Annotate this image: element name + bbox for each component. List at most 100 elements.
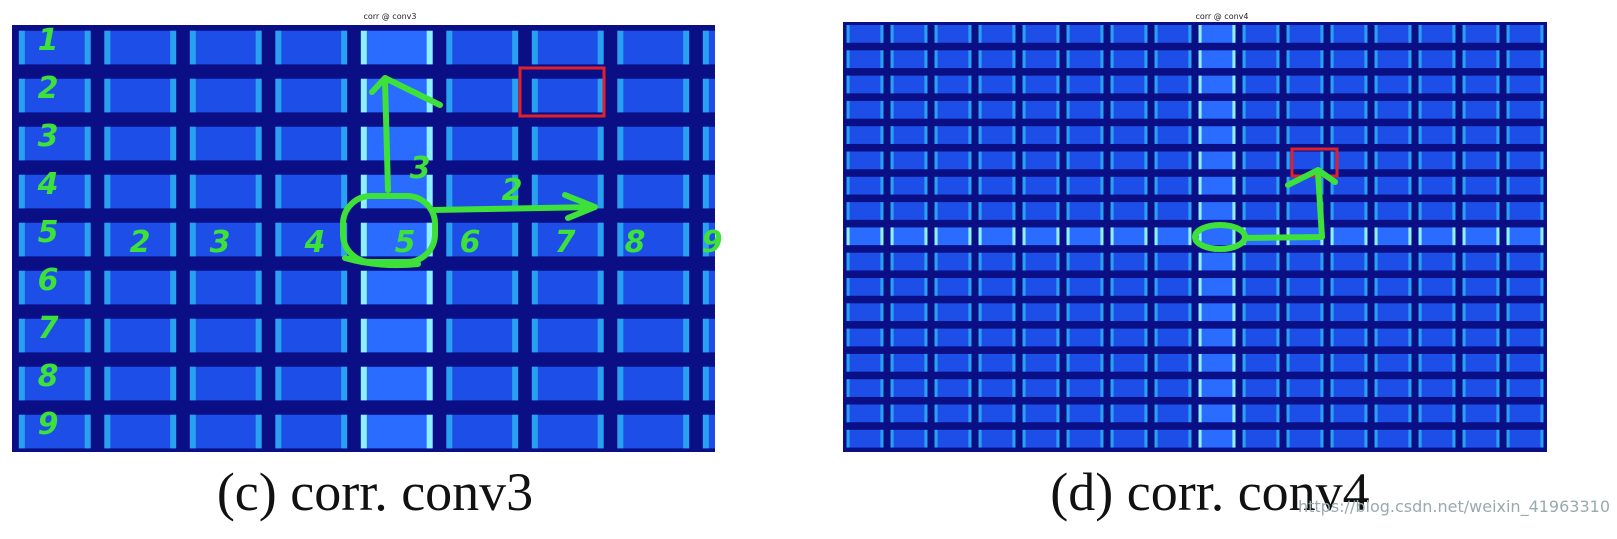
tile-edge — [512, 30, 519, 65]
tile-edge — [1364, 227, 1368, 246]
tile-edge — [1364, 328, 1368, 347]
tile-edge — [426, 174, 433, 209]
tile-edge — [1374, 328, 1378, 347]
tile-edge — [1374, 75, 1378, 94]
tile — [104, 30, 177, 65]
tile-edge — [880, 151, 884, 170]
tile — [1242, 126, 1280, 144]
tile — [1066, 252, 1104, 271]
tile-edge — [1418, 100, 1422, 119]
tile-edge — [446, 174, 453, 209]
tile-edge — [890, 303, 894, 322]
tile — [1110, 50, 1148, 69]
tile-edge — [1330, 50, 1334, 69]
tile — [1066, 328, 1104, 347]
tile-edge — [1496, 303, 1500, 322]
tile-edge — [978, 429, 982, 448]
tile — [1374, 252, 1412, 271]
tile-edge — [512, 414, 519, 449]
tile — [1022, 126, 1060, 144]
tile-edge — [1506, 303, 1510, 322]
tile-edge — [890, 25, 894, 43]
tile-edge — [978, 404, 982, 423]
tile — [360, 222, 433, 257]
tile — [846, 50, 884, 69]
tile-edge — [255, 126, 262, 161]
tile-edge — [1012, 25, 1016, 43]
tile — [1110, 126, 1148, 144]
tile-edge — [880, 50, 884, 69]
tile-edge — [18, 174, 25, 209]
tile — [978, 75, 1016, 94]
tile-edge — [255, 78, 262, 113]
tile — [934, 252, 972, 271]
tile-edge — [1408, 126, 1412, 144]
tile — [1066, 176, 1104, 195]
tile — [1022, 75, 1060, 94]
tile-edge — [341, 270, 348, 305]
tile-edge — [1012, 227, 1016, 246]
tile-edge — [1022, 328, 1026, 347]
tile-edge — [978, 151, 982, 170]
tile-edge — [1198, 151, 1202, 170]
tile — [890, 252, 928, 271]
tile-edge — [1506, 404, 1510, 423]
tile — [360, 414, 433, 449]
tile-edge — [1540, 252, 1544, 271]
tile — [1462, 202, 1500, 220]
tile-edge — [1462, 379, 1466, 397]
tile-edge — [1364, 202, 1368, 220]
tile — [1462, 176, 1500, 195]
tile — [1462, 227, 1500, 246]
tile — [1286, 100, 1324, 119]
tile-edge — [880, 252, 884, 271]
tile-edge — [702, 270, 709, 305]
tile-edge — [1100, 126, 1104, 144]
tile-edge — [1452, 126, 1456, 144]
tile-edge — [360, 174, 367, 209]
tile — [1374, 429, 1412, 448]
tile — [1462, 379, 1500, 397]
tile-edge — [846, 328, 850, 347]
tile-edge — [1418, 353, 1422, 372]
tile-edge — [1418, 176, 1422, 195]
tile-edge — [1286, 252, 1290, 271]
tile-edge — [1144, 379, 1148, 397]
tile-edge — [531, 78, 538, 113]
tile-edge — [1364, 379, 1368, 397]
tile-edge — [1232, 25, 1236, 43]
tile — [1242, 429, 1280, 448]
tile — [18, 270, 91, 305]
tile-edge — [1100, 429, 1104, 448]
tile-edge — [1242, 176, 1246, 195]
tile-edge — [1330, 176, 1334, 195]
tile — [1330, 151, 1368, 170]
tile — [978, 404, 1016, 423]
tile — [1198, 100, 1236, 119]
tile-edge — [255, 174, 262, 209]
tile-edge — [1276, 379, 1280, 397]
tile-edge — [1198, 379, 1202, 397]
tile-edge — [683, 270, 690, 305]
tile-edge — [1462, 429, 1466, 448]
tile — [189, 270, 262, 305]
tile-edge — [1462, 252, 1466, 271]
tile-edge — [978, 75, 982, 94]
tile — [1022, 252, 1060, 271]
tile-edge — [924, 227, 928, 246]
tile — [846, 25, 884, 43]
tile-edge — [1330, 126, 1334, 144]
tile — [934, 50, 972, 69]
tile — [1022, 100, 1060, 119]
tile-edge — [1242, 303, 1246, 322]
tile — [617, 126, 690, 161]
tile-edge — [1496, 151, 1500, 170]
tile-edge — [1462, 303, 1466, 322]
tile — [446, 174, 519, 209]
tile-edge — [1056, 404, 1060, 423]
row-label: 1 — [38, 23, 59, 58]
tile-edge — [880, 429, 884, 448]
tile — [446, 30, 519, 65]
tile — [1330, 126, 1368, 144]
tile-edge — [360, 414, 367, 449]
